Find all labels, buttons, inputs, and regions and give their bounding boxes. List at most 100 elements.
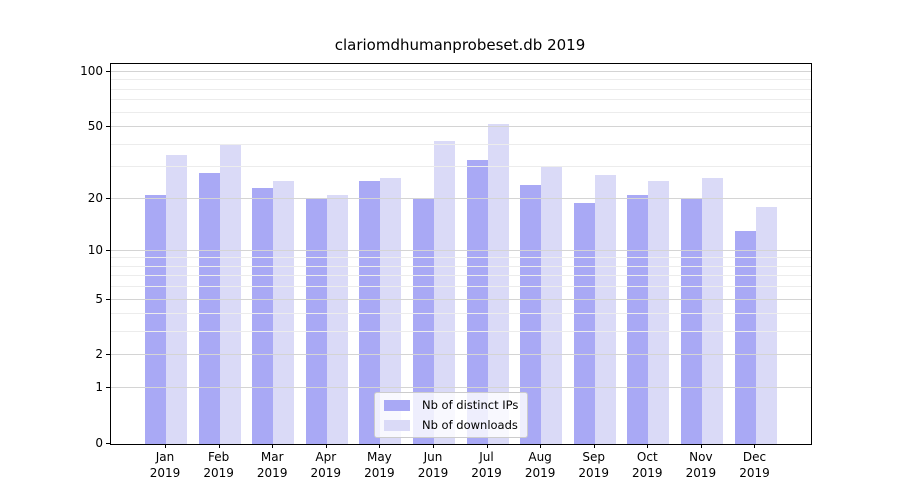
y-axis-tick-label: 1 — [95, 380, 103, 395]
x-axis-tick-month: Jun — [423, 450, 443, 464]
x-axis-tick-label: Nov 2019 — [686, 449, 717, 481]
gridline-minor — [111, 79, 811, 81]
legend-item-downloads: Nb of downloads — [384, 418, 518, 432]
gridline-minor — [111, 111, 811, 113]
y-axis-tick — [106, 354, 110, 355]
bar-downloads-aug — [541, 167, 563, 444]
x-axis-tick-year: 2019 — [632, 466, 663, 480]
y-axis-tick — [106, 71, 110, 72]
x-axis-tick-label: Jun 2019 — [418, 449, 449, 481]
y-axis-tick-label: 100 — [80, 64, 103, 78]
x-axis-tick-month: Mar — [260, 450, 284, 464]
y-axis-tick — [106, 443, 110, 444]
x-axis-tick-year: 2019 — [256, 466, 288, 480]
gridline-major — [111, 249, 811, 251]
bar-downloads-nov — [701, 178, 723, 444]
x-axis-tick-label: Mar 2019 — [257, 449, 288, 481]
x-axis-tick — [754, 444, 755, 448]
gridline-major — [111, 298, 811, 300]
x-axis-tick-month: Jul — [479, 450, 494, 464]
gridline-minor — [111, 143, 811, 145]
plot-area: Nb of distinct IPs Nb of downloads — [110, 63, 812, 445]
x-axis-tick — [433, 444, 434, 448]
gridline-minor — [111, 88, 811, 90]
x-axis-tick-year: 2019 — [685, 466, 717, 480]
x-axis-tick-label: Sep 2019 — [578, 449, 609, 481]
gridline-minor — [111, 286, 811, 288]
x-axis-tick-year: 2019 — [310, 466, 342, 480]
bar-distinct-ips-feb — [198, 172, 220, 444]
x-axis-tick — [219, 444, 220, 448]
x-axis-tick-year: 2019 — [471, 466, 502, 480]
bar-downloads-mar — [273, 181, 295, 444]
gridline-minor — [111, 99, 811, 101]
x-axis-tick-month: Aug — [528, 450, 552, 464]
x-axis-tick-label: Jan 2019 — [150, 449, 181, 481]
x-axis-tick-year: 2019 — [524, 466, 556, 480]
x-axis-tick-year: 2019 — [739, 466, 770, 480]
x-axis-tick-label: Feb 2019 — [203, 449, 234, 481]
x-axis-tick-month: Nov — [689, 450, 713, 464]
bar-downloads-may — [380, 178, 402, 444]
bar-downloads-sep — [594, 175, 616, 444]
y-axis-tick — [106, 198, 110, 199]
x-axis-tick-month: Sep — [582, 450, 605, 464]
y-axis-tick — [106, 250, 110, 251]
x-axis-tick — [487, 444, 488, 448]
x-axis-tick-year: 2019 — [203, 466, 234, 480]
bar-downloads-dec — [755, 206, 777, 444]
bar-distinct-ips-dec — [734, 231, 756, 444]
bar-distinct-ips-nov — [680, 198, 702, 444]
y-axis-tick-label: 50 — [87, 119, 103, 134]
y-axis-labels: 0 1 2 5 10 20 50 100 — [0, 63, 103, 450]
bar-downloads-apr — [326, 194, 348, 444]
gridline-minor — [111, 331, 811, 333]
x-axis-tick-label: Aug 2019 — [525, 449, 556, 481]
x-axis-tick-label: May 2019 — [364, 449, 395, 481]
y-axis-tick — [106, 299, 110, 300]
x-axis-labels: Jan 2019 Feb 2019 Mar 2019 Apr 2019 May 2019 Jun 20… — [0, 449, 900, 493]
y-axis-tick — [106, 387, 110, 388]
x-axis-tick-month: Oct — [636, 450, 658, 464]
x-axis-tick — [165, 444, 166, 448]
x-axis-tick-label: Apr 2019 — [311, 449, 342, 481]
gridline-major — [111, 126, 811, 128]
gridline-minor — [111, 275, 811, 277]
bar-distinct-ips-jun — [413, 198, 434, 444]
legend-label-downloads: Nb of downloads — [422, 418, 518, 432]
bar-distinct-ips-jul — [466, 159, 488, 444]
legend-label-distinct-ips: Nb of distinct IPs — [422, 398, 519, 412]
gridline-major — [111, 387, 811, 389]
bar-distinct-ips-mar — [252, 187, 274, 444]
gridline-minor — [111, 265, 811, 267]
x-axis-tick-month: Dec — [742, 450, 767, 464]
legend-item-distinct-ips: Nb of distinct IPs — [384, 398, 518, 412]
bar-downloads-oct — [648, 181, 670, 444]
x-axis-tick-label: Jul 2019 — [471, 449, 502, 481]
legend: Nb of distinct IPs Nb of downloads — [374, 392, 529, 438]
x-axis-tick-month: Apr — [315, 450, 337, 464]
x-axis-tick — [701, 444, 702, 448]
y-axis-tick-label: 10 — [87, 242, 103, 257]
y-axis-tick — [106, 126, 110, 127]
x-axis-tick-year: 2019 — [578, 466, 609, 480]
bar-distinct-ips-jan — [145, 194, 166, 444]
gridline-major — [111, 354, 811, 356]
x-axis-tick — [647, 444, 648, 448]
bar-distinct-ips-sep — [573, 202, 595, 444]
gridline-major — [111, 197, 811, 199]
y-axis-tick-label: 20 — [87, 190, 103, 205]
x-axis-tick — [594, 444, 595, 448]
bar-downloads-feb — [219, 144, 241, 444]
bar-distinct-ips-oct — [627, 194, 649, 444]
gridline-minor — [111, 166, 811, 168]
x-axis-tick-label: Dec 2019 — [739, 449, 770, 481]
bar-distinct-ips-apr — [305, 198, 327, 444]
y-axis-tick-label: 2 — [95, 347, 103, 362]
x-axis-tick-label: Oct 2019 — [632, 449, 663, 481]
gridline-minor — [111, 313, 811, 315]
bar-downloads-jul — [487, 124, 509, 444]
bar-downloads-jun — [434, 140, 455, 444]
x-axis-tick-year: 2019 — [364, 466, 395, 480]
